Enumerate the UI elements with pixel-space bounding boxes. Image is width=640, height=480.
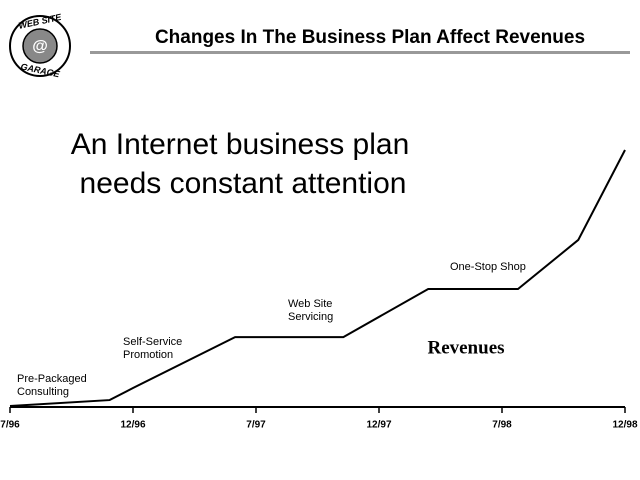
headline-line: An Internet business plan bbox=[71, 128, 410, 161]
phase-label: Pre-Packaged bbox=[17, 373, 87, 385]
phase-label: Servicing bbox=[288, 311, 333, 323]
x-tick-label: 7/97 bbox=[246, 420, 266, 431]
slide-title: Changes In The Business Plan Affect Reve… bbox=[155, 27, 585, 48]
x-tick-label: 7/96 bbox=[0, 420, 20, 431]
title-rule bbox=[90, 51, 630, 54]
phase-label: Self-Service bbox=[123, 336, 182, 348]
phase-label: Web Site bbox=[288, 298, 332, 310]
headline-line: needs constant attention bbox=[80, 167, 407, 200]
logo: @ WEB SITE GARAGE bbox=[9, 12, 71, 80]
phase-label: Consulting bbox=[17, 386, 69, 398]
x-tick-label: 12/97 bbox=[366, 420, 391, 431]
x-tick-label: 12/98 bbox=[612, 420, 637, 431]
x-tick-label: 12/96 bbox=[120, 420, 145, 431]
revenue-line bbox=[9, 149, 626, 407]
logo-gear bbox=[22, 28, 58, 64]
phase-label: One-Stop Shop bbox=[450, 261, 526, 273]
x-tick-label: 7/98 bbox=[492, 420, 512, 431]
series-label: Revenues bbox=[427, 337, 504, 358]
logo-at: @ bbox=[32, 38, 48, 55]
phase-label: Promotion bbox=[123, 349, 173, 361]
